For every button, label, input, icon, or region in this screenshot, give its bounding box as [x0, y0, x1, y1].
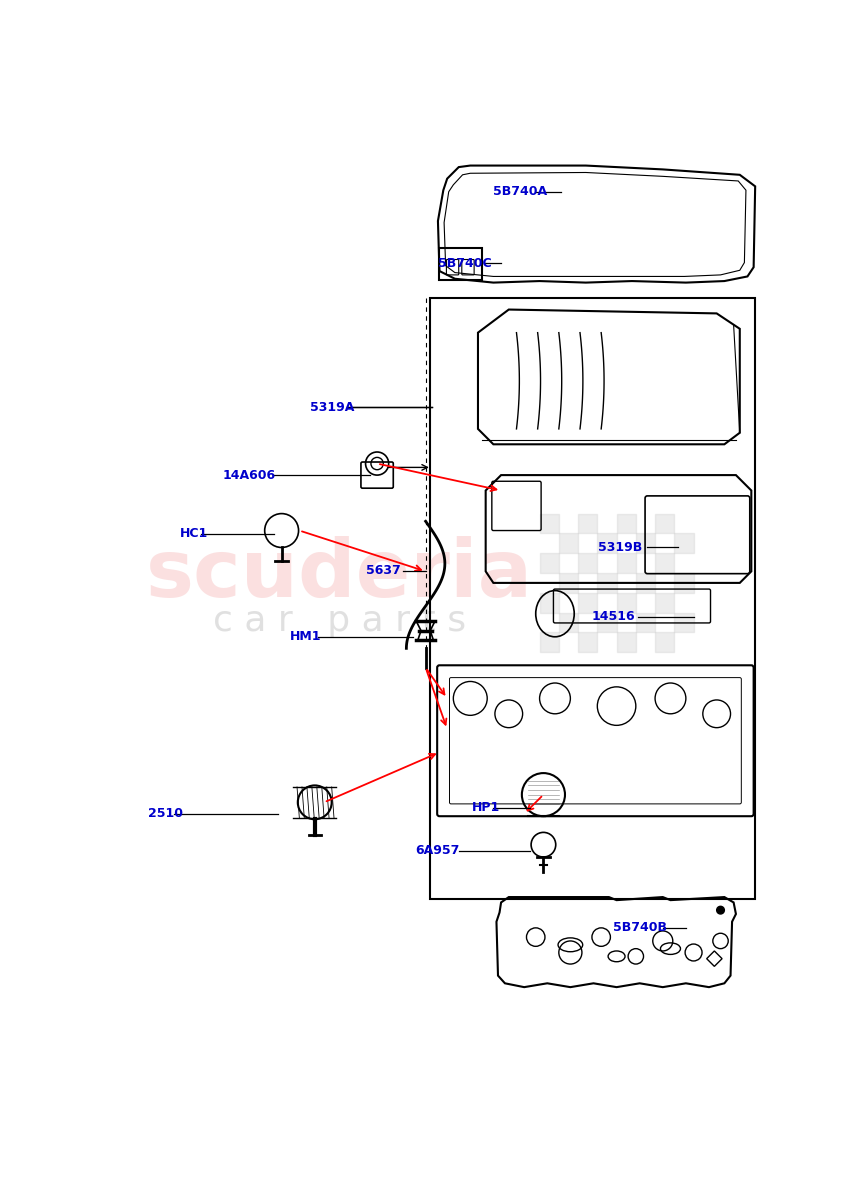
Text: 5B740C: 5B740C	[438, 257, 491, 270]
Text: 5319B: 5319B	[598, 541, 643, 554]
Bar	[674, 612, 694, 632]
Bar	[616, 593, 636, 612]
Text: 6A957: 6A957	[415, 845, 459, 857]
Bar	[636, 574, 655, 593]
Bar	[655, 593, 674, 612]
Bar	[616, 514, 636, 533]
Bar	[636, 533, 655, 553]
Bar	[540, 553, 558, 572]
Bar	[430, 298, 755, 899]
Bar	[636, 612, 655, 632]
Bar	[655, 514, 674, 533]
Bar	[674, 533, 694, 553]
Bar	[578, 514, 598, 533]
Bar	[578, 632, 598, 653]
Bar	[598, 574, 616, 593]
Text: HC1: HC1	[180, 527, 208, 540]
Text: HP1: HP1	[472, 802, 500, 815]
Bar	[540, 632, 558, 653]
Text: 14A606: 14A606	[223, 468, 275, 481]
Text: 5637: 5637	[366, 564, 401, 577]
Bar	[558, 574, 578, 593]
Text: 14516: 14516	[592, 611, 636, 623]
Bar	[558, 533, 578, 553]
Bar	[598, 612, 616, 632]
Bar	[598, 533, 616, 553]
Text: c a r   p a r t s: c a r p a r t s	[212, 605, 466, 638]
Bar	[540, 593, 558, 612]
Bar	[578, 593, 598, 612]
Text: scuderia: scuderia	[146, 536, 533, 614]
Bar	[655, 553, 674, 572]
Bar	[655, 632, 674, 653]
Text: 5B740B: 5B740B	[614, 922, 667, 935]
Text: HM1: HM1	[290, 630, 321, 643]
Bar	[674, 574, 694, 593]
Text: 5B740A: 5B740A	[493, 185, 547, 198]
Bar	[578, 553, 598, 572]
Bar	[616, 553, 636, 572]
Text: 2510: 2510	[149, 808, 184, 821]
Circle shape	[717, 906, 724, 914]
Text: 5319A: 5319A	[310, 401, 354, 414]
Bar	[540, 514, 558, 533]
Bar	[616, 632, 636, 653]
Bar	[558, 612, 578, 632]
